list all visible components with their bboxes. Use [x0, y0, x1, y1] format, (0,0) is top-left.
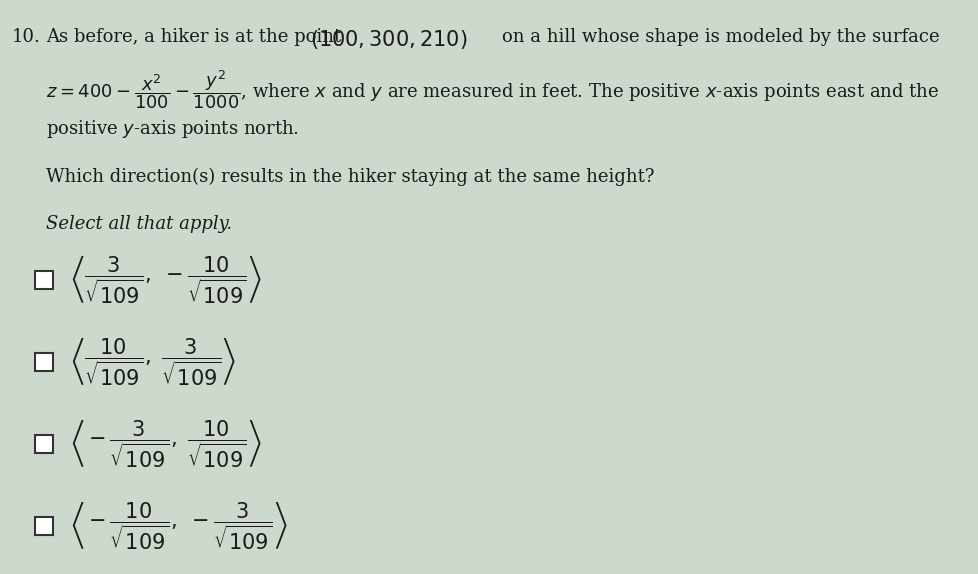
Text: $\left\langle -\dfrac{10}{\sqrt{109}},\ -\dfrac{3}{\sqrt{109}} \right\rangle$: $\left\langle -\dfrac{10}{\sqrt{109}},\ … — [70, 501, 288, 552]
FancyBboxPatch shape — [35, 271, 53, 289]
FancyBboxPatch shape — [35, 353, 53, 371]
Text: As before, a hiker is at the point: As before, a hiker is at the point — [46, 28, 341, 46]
Text: $\left\langle \dfrac{10}{\sqrt{109}},\ \dfrac{3}{\sqrt{109}} \right\rangle$: $\left\langle \dfrac{10}{\sqrt{109}},\ \… — [70, 336, 237, 387]
Text: $\left\langle \dfrac{3}{\sqrt{109}},\ -\dfrac{10}{\sqrt{109}} \right\rangle$: $\left\langle \dfrac{3}{\sqrt{109}},\ -\… — [70, 254, 262, 305]
Text: Select all that apply.: Select all that apply. — [46, 215, 232, 233]
Text: on a hill whose shape is modeled by the surface: on a hill whose shape is modeled by the … — [502, 28, 939, 46]
Text: $z = 400 - \dfrac{x^2}{100} - \dfrac{y^2}{1000}$, where $x$ and $y$ are measured: $z = 400 - \dfrac{x^2}{100} - \dfrac{y^2… — [46, 68, 938, 111]
Text: 10.: 10. — [12, 28, 41, 46]
Text: positive $y$-axis points north.: positive $y$-axis points north. — [46, 118, 299, 140]
Text: $\left\langle -\dfrac{3}{\sqrt{109}},\ \dfrac{10}{\sqrt{109}} \right\rangle$: $\left\langle -\dfrac{3}{\sqrt{109}},\ \… — [70, 418, 262, 470]
FancyBboxPatch shape — [35, 517, 53, 535]
Text: $(100, 300, 210)$: $(100, 300, 210)$ — [310, 28, 467, 51]
FancyBboxPatch shape — [35, 435, 53, 453]
Text: Which direction(s) results in the hiker staying at the same height?: Which direction(s) results in the hiker … — [46, 168, 654, 186]
